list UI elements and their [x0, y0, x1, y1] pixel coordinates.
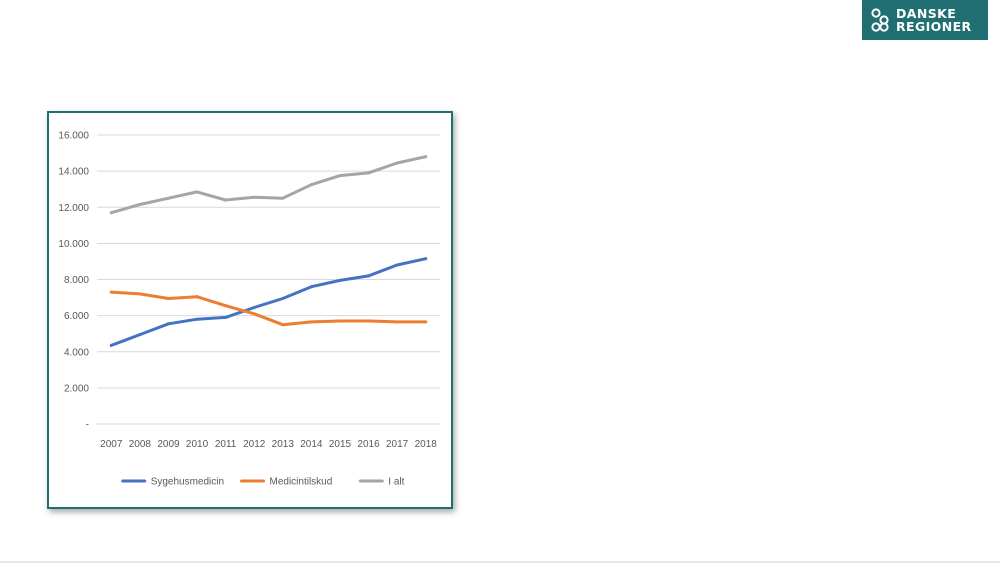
data-point — [395, 161, 399, 165]
x-tick-label: 2009 — [157, 439, 180, 450]
data-point — [424, 257, 428, 261]
data-point — [224, 304, 228, 308]
x-tick-label: 2011 — [215, 439, 237, 450]
logo-text: DANSKE REGIONER — [896, 7, 972, 33]
chart-container: - 2.000 4.000 6.000 8.000 10.000 12.000 14.000 1… — [47, 111, 453, 509]
data-point — [281, 323, 285, 327]
data-point — [109, 211, 113, 215]
data-point — [395, 263, 399, 267]
data-point — [367, 319, 371, 323]
data-point — [367, 274, 371, 278]
data-point — [424, 155, 428, 159]
data-point — [309, 183, 313, 187]
data-point — [195, 295, 199, 299]
series-line — [109, 155, 428, 215]
x-tick-label: 2012 — [243, 439, 266, 450]
data-point — [195, 317, 199, 321]
data-point — [138, 203, 142, 207]
data-point — [138, 333, 142, 337]
y-tick-label: 16.000 — [58, 131, 89, 142]
data-point — [166, 196, 170, 200]
x-tick-label: 2014 — [300, 439, 323, 450]
x-tick-label: 2013 — [272, 439, 295, 450]
series-line — [109, 257, 428, 347]
data-point — [109, 343, 113, 347]
legend-label: Medicintilskud — [270, 477, 333, 488]
data-point — [195, 190, 199, 194]
data-point — [252, 195, 256, 199]
legend-label: I alt — [388, 477, 404, 488]
logo-line-2: REGIONER — [896, 19, 972, 34]
danske-regioner-logo: DANSKE REGIONER — [862, 0, 988, 40]
series-line — [109, 290, 428, 327]
y-tick-label: 2.000 — [64, 383, 89, 394]
data-point — [338, 319, 342, 323]
data-point — [424, 320, 428, 324]
y-tick-label: 14.000 — [58, 167, 89, 178]
data-point — [252, 312, 256, 316]
data-point — [338, 278, 342, 282]
x-tick-label: 2015 — [329, 439, 352, 450]
logo-rings-icon — [871, 8, 889, 32]
line-chart: - 2.000 4.000 6.000 8.000 10.000 12.000 14.000 1… — [58, 131, 440, 488]
y-tick-label: 8.000 — [64, 275, 89, 286]
data-point — [281, 196, 285, 200]
data-point — [224, 198, 228, 202]
legend-label: Sygehusmedicin — [151, 477, 224, 488]
y-tick-label: 12.000 — [58, 203, 89, 214]
x-tick-label: 2008 — [129, 439, 152, 450]
x-tick-label: 2018 — [415, 439, 438, 450]
data-point — [138, 292, 142, 296]
data-point — [281, 296, 285, 300]
footer-divider — [0, 561, 1000, 563]
x-tick-label: 2016 — [357, 439, 380, 450]
data-point — [166, 322, 170, 326]
data-point — [224, 315, 228, 319]
y-tick-label: 6.000 — [64, 311, 89, 322]
data-point — [367, 171, 371, 175]
data-point — [252, 305, 256, 309]
data-point — [338, 174, 342, 178]
y-tick-label: 4.000 — [64, 347, 89, 358]
data-point — [309, 320, 313, 324]
data-point — [395, 320, 399, 324]
x-tick-label: 2007 — [100, 439, 123, 450]
data-point — [166, 296, 170, 300]
data-point — [309, 285, 313, 289]
x-tick-label: 2017 — [386, 439, 409, 450]
y-tick-label: - — [86, 420, 89, 431]
logo-line-1: DANSKE — [896, 6, 957, 21]
x-tick-label: 2010 — [186, 439, 209, 450]
data-point — [109, 290, 113, 294]
y-tick-label: 10.000 — [58, 239, 89, 250]
